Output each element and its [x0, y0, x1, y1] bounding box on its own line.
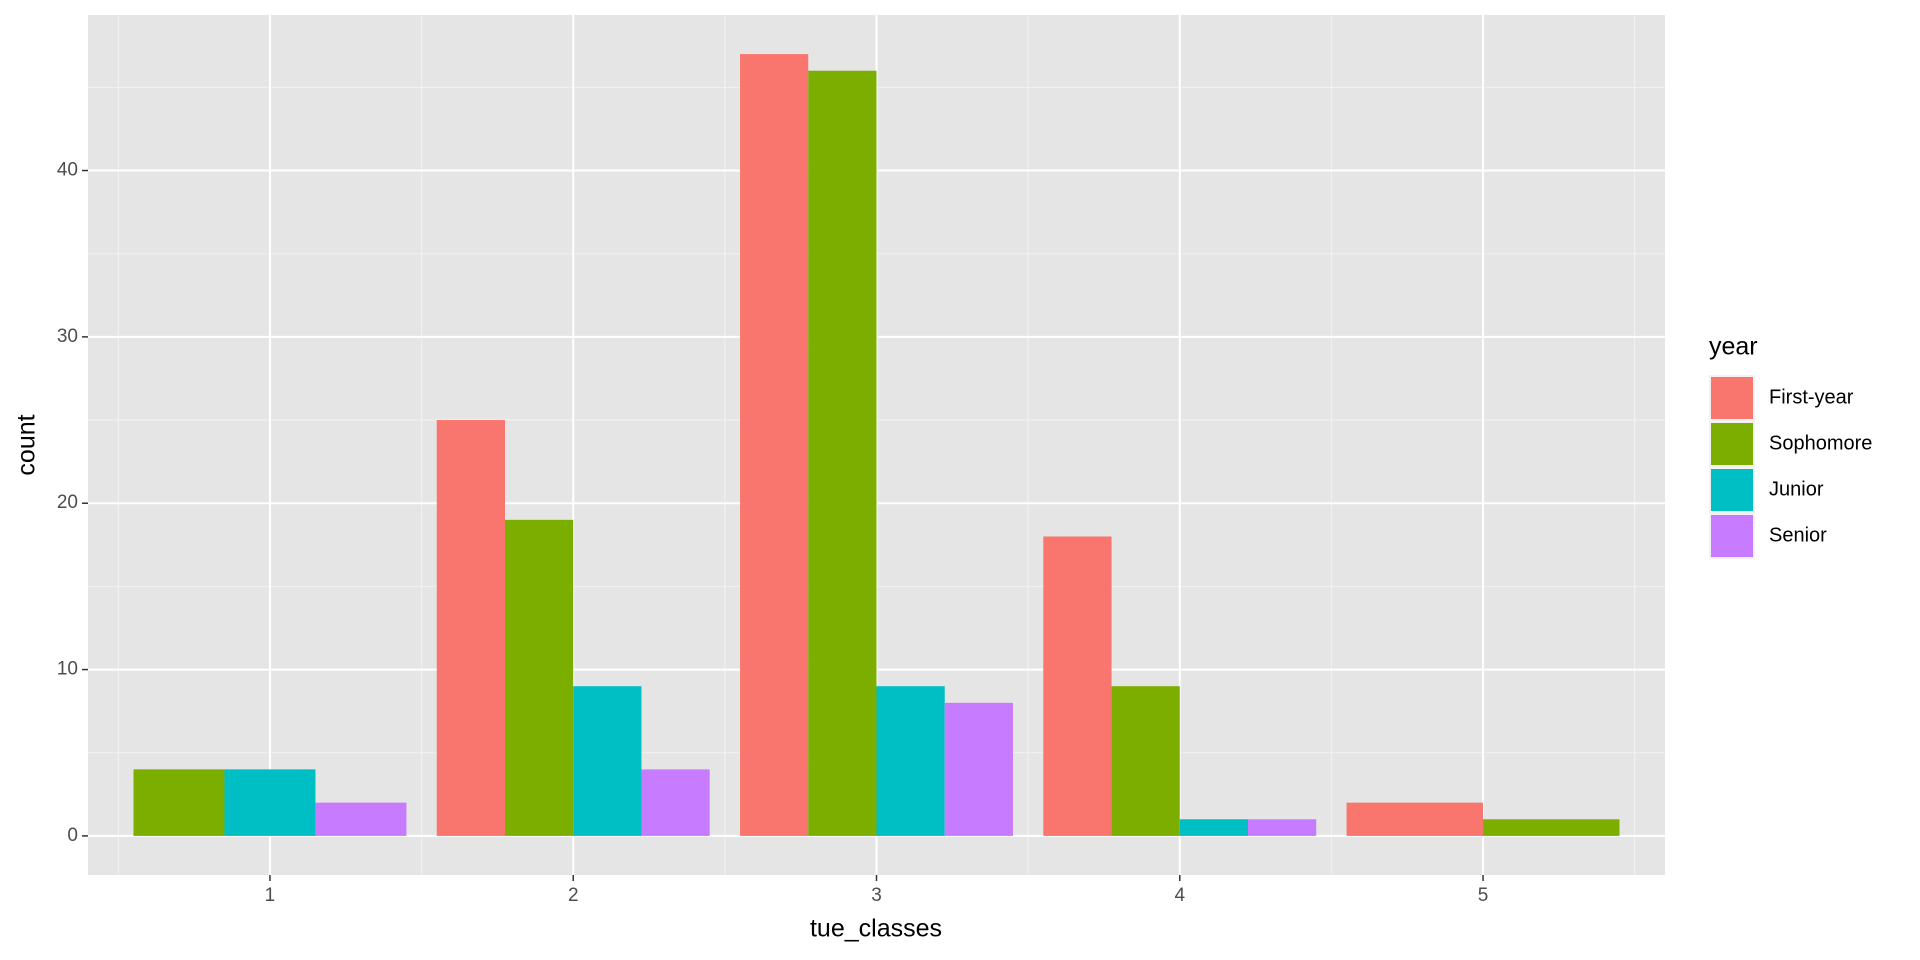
bar [1043, 536, 1112, 836]
y-tick-label: 10 [57, 659, 78, 680]
bar [944, 702, 1013, 836]
y-tick-label: 40 [57, 160, 78, 181]
bar [436, 420, 505, 836]
bar [315, 802, 407, 836]
x-tick-label: 5 [1478, 885, 1489, 906]
legend-swatch [1711, 469, 1753, 511]
bar [641, 769, 710, 836]
x-axis-title: tue_classes [810, 915, 942, 943]
legend-label: Junior [1769, 478, 1824, 500]
bar [133, 769, 225, 836]
x-tick-label: 1 [265, 885, 276, 906]
legend-swatch [1711, 515, 1753, 557]
legend-label: Sophomore [1769, 432, 1872, 454]
bar [1111, 686, 1180, 836]
y-tick-label: 30 [57, 326, 78, 347]
bar [1483, 819, 1620, 836]
bar [1248, 819, 1317, 836]
bar [1179, 819, 1249, 836]
bar [573, 686, 642, 836]
y-tick-label: 0 [67, 825, 78, 846]
bar [876, 686, 945, 836]
legend-label: First-year [1769, 386, 1854, 408]
bar [1346, 802, 1484, 836]
y-axis-title: count [13, 414, 41, 475]
bar [740, 54, 809, 836]
legend-title: year [1709, 333, 1758, 361]
y-tick-label: 20 [57, 492, 78, 513]
legend-label: Senior [1769, 524, 1827, 546]
bar [504, 519, 574, 836]
legend-swatch [1711, 423, 1753, 465]
legend-swatch [1711, 377, 1753, 419]
bar [224, 769, 316, 836]
x-tick-label: 4 [1174, 885, 1185, 906]
bar [808, 70, 877, 836]
x-tick-label: 3 [871, 885, 882, 906]
x-tick-label: 2 [568, 885, 579, 906]
